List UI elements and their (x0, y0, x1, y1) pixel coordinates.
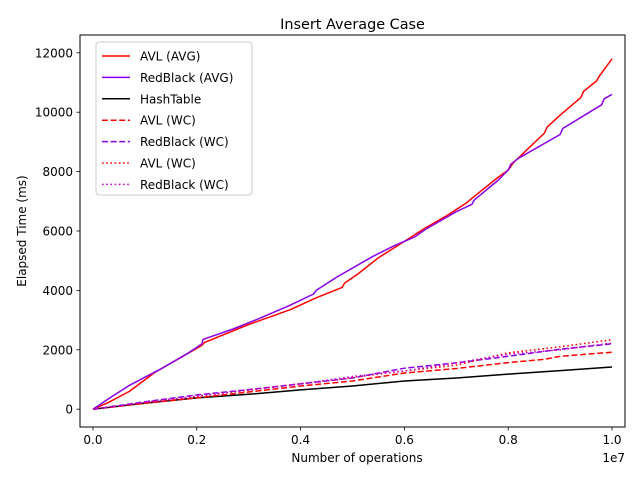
x-tick-label: 0.4 (291, 433, 310, 447)
chart-title: Insert Average Case (280, 17, 425, 33)
series-line-1 (92, 93, 613, 410)
y-tick-label: 4000 (42, 284, 73, 298)
x-tick-label: 1.0 (602, 433, 621, 447)
series-line-2 (92, 366, 613, 410)
y-tick-label: 2000 (42, 343, 73, 357)
legend-label-4: RedBlack (WC) (140, 135, 229, 149)
x-axis-ticks: 0.0 0.2 0.4 0.6 0.8 1.0 (83, 427, 622, 447)
series-line-3 (92, 351, 613, 410)
x-tick-label: 0.8 (499, 433, 518, 447)
x-tick-label: 0.6 (395, 433, 414, 447)
y-tick-label: 12000 (35, 46, 73, 60)
legend-box (95, 41, 253, 196)
y-axis-ticks: 0 2000 4000 6000 8000 10000 12000 (35, 46, 80, 417)
legend-label-5: AVL (WC) (140, 157, 196, 171)
y-tick-label: 6000 (42, 225, 73, 239)
legend: AVL (AVG) RedBlack (AVG) HashTable AVL (WC)… (95, 41, 253, 196)
legend-label-2: HashTable (140, 92, 201, 106)
y-tick-label: 8000 (42, 165, 73, 179)
x-axis-label: Number of operations (291, 451, 422, 465)
legend-label-1: RedBlack (AVG) (140, 71, 233, 85)
y-tick-label: 0 (65, 403, 73, 417)
y-tick-label: 10000 (35, 106, 73, 120)
series-layer (92, 58, 613, 410)
legend-label-0: AVL (AVG) (140, 50, 200, 64)
x-tick-label: 0.0 (83, 433, 102, 447)
legend-label-3: AVL (WC) (140, 114, 196, 128)
series-line-5 (92, 338, 613, 410)
x-axis-offset-label: 1e7 (602, 451, 625, 465)
y-axis-label: Elapsed Time (ms) (15, 175, 29, 286)
x-tick-label: 0.2 (187, 433, 206, 447)
series-line-0 (92, 58, 613, 410)
legend-label-6: RedBlack (WC) (140, 178, 229, 192)
series-line-6 (92, 342, 613, 410)
